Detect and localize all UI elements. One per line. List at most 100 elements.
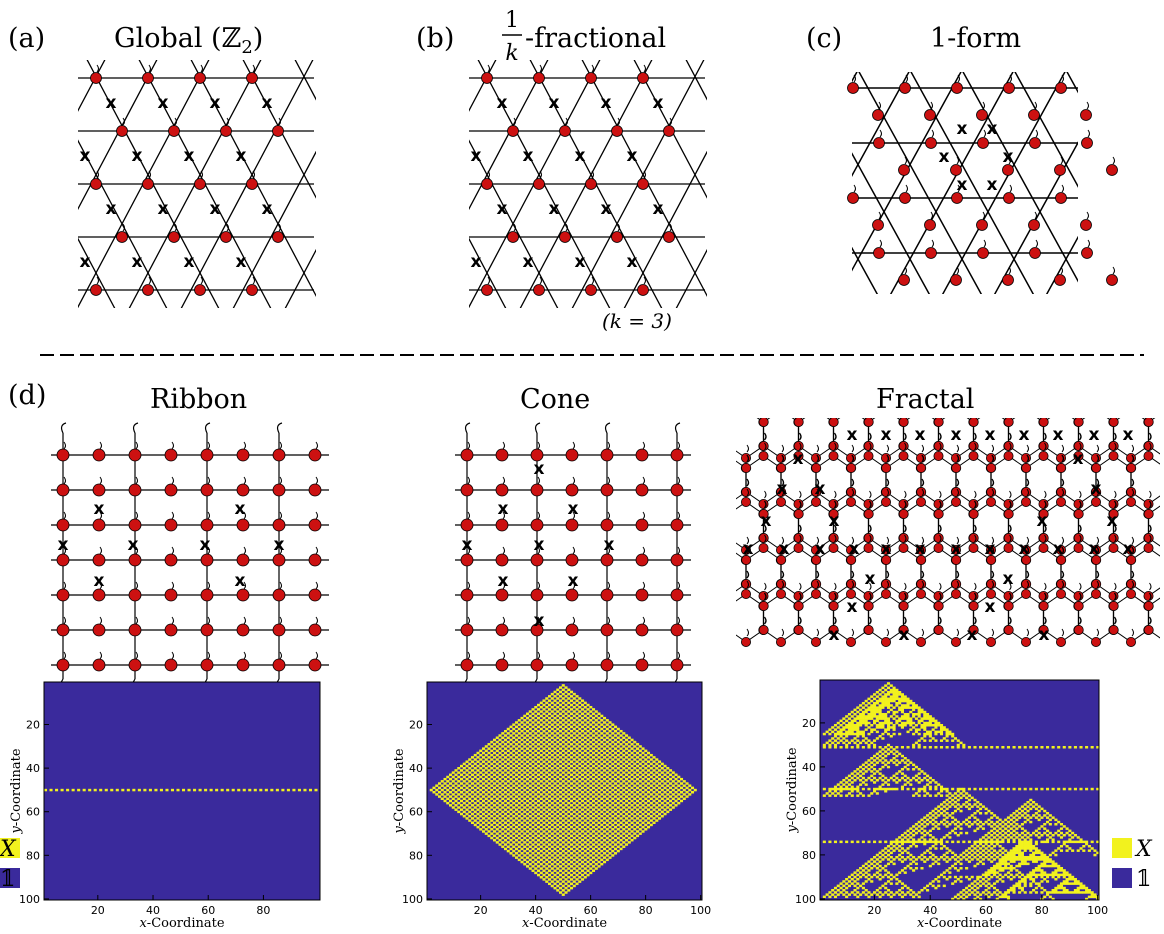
site — [92, 658, 106, 672]
x-tick-label: 100 — [690, 904, 711, 917]
site — [585, 284, 597, 296]
site — [873, 137, 885, 149]
site — [933, 450, 944, 461]
panel-c-label: (c) — [806, 23, 842, 54]
site — [1108, 498, 1119, 509]
site — [1021, 452, 1032, 463]
site — [724, 625, 733, 634]
site-hook — [869, 524, 872, 533]
site-hook — [835, 409, 837, 416]
site-hook — [878, 101, 881, 110]
x-mark: x — [829, 625, 840, 645]
site — [968, 601, 979, 612]
site — [1055, 82, 1067, 94]
site-hook — [315, 651, 318, 660]
site-hook — [200, 170, 203, 179]
site — [670, 483, 684, 497]
site — [706, 637, 715, 646]
site-hook — [764, 432, 767, 441]
site — [236, 588, 250, 602]
site-hook — [991, 488, 994, 497]
site-hook — [931, 129, 934, 138]
site — [706, 545, 715, 554]
site — [246, 284, 258, 296]
x-mark: x — [106, 93, 117, 113]
site — [1038, 418, 1049, 427]
site-hook — [1062, 397, 1064, 404]
site-hook — [974, 534, 977, 543]
x-mark: x — [1089, 539, 1100, 559]
site — [951, 192, 963, 204]
site-hook — [904, 500, 907, 509]
site-hook — [607, 511, 610, 520]
site-hook — [226, 223, 229, 232]
x-mark: x — [1019, 539, 1030, 559]
x-mark: x — [957, 119, 968, 139]
x-tick-label: 20 — [91, 904, 105, 917]
site — [1091, 496, 1102, 507]
site-hook — [956, 444, 959, 453]
site — [951, 82, 963, 94]
site — [881, 589, 892, 600]
site-hook — [1044, 616, 1047, 625]
site-hook — [1086, 101, 1089, 110]
site — [986, 555, 997, 566]
site-hook — [1026, 444, 1029, 453]
site — [950, 274, 962, 286]
x-mark: x — [985, 597, 996, 617]
site — [1143, 625, 1154, 636]
site-hook — [834, 442, 837, 451]
site-hook — [991, 454, 995, 463]
site-hook — [643, 170, 646, 179]
site-hook — [764, 500, 767, 509]
site-hook — [956, 546, 960, 555]
site — [1106, 274, 1118, 286]
site — [495, 588, 509, 602]
legend-swatch-x — [1112, 838, 1132, 858]
site-hook — [730, 501, 732, 508]
site-hook — [1096, 488, 1099, 497]
site-hook — [939, 442, 942, 451]
site-hook — [1009, 409, 1011, 416]
ribbon-heatmap: 20 40 60 80 20 40 60 80 100 x-Coordinate y-Coordin… — [0, 681, 321, 931]
site-hook — [1034, 101, 1037, 110]
site — [200, 518, 214, 532]
site — [460, 658, 474, 672]
site — [689, 601, 698, 610]
legend-swatch-identity — [0, 868, 20, 888]
site-hook — [1079, 442, 1082, 451]
site — [863, 508, 874, 519]
site-hook — [904, 582, 907, 591]
site — [724, 499, 733, 508]
x-mark: x — [815, 479, 826, 499]
site-hook — [904, 524, 907, 533]
site — [724, 591, 733, 600]
site-hook — [904, 490, 907, 499]
site-hook — [1026, 478, 1030, 487]
site-hook — [1045, 409, 1047, 416]
site — [1055, 192, 1067, 204]
y-tick-label: 60 — [409, 806, 423, 819]
site — [724, 509, 733, 518]
site — [968, 498, 979, 509]
site-hook — [834, 534, 837, 543]
site — [846, 637, 857, 648]
site — [635, 588, 649, 602]
x-tick-label: 60 — [584, 904, 598, 917]
site-hook — [816, 546, 820, 555]
site-hook — [1087, 129, 1090, 138]
site — [1038, 450, 1049, 461]
site — [1038, 440, 1049, 451]
site-hook — [729, 617, 731, 624]
x-mark: x — [815, 539, 826, 559]
x-mark: x — [761, 511, 772, 531]
site-hook — [135, 581, 138, 590]
x-mark: x — [128, 535, 139, 555]
x-mark: x — [236, 252, 247, 272]
site — [128, 483, 142, 497]
y-tick-label: 100 — [795, 893, 816, 906]
x-mark: x — [951, 539, 962, 559]
site-hook — [1096, 454, 1100, 463]
site — [128, 588, 142, 602]
site-hook — [1061, 478, 1065, 487]
